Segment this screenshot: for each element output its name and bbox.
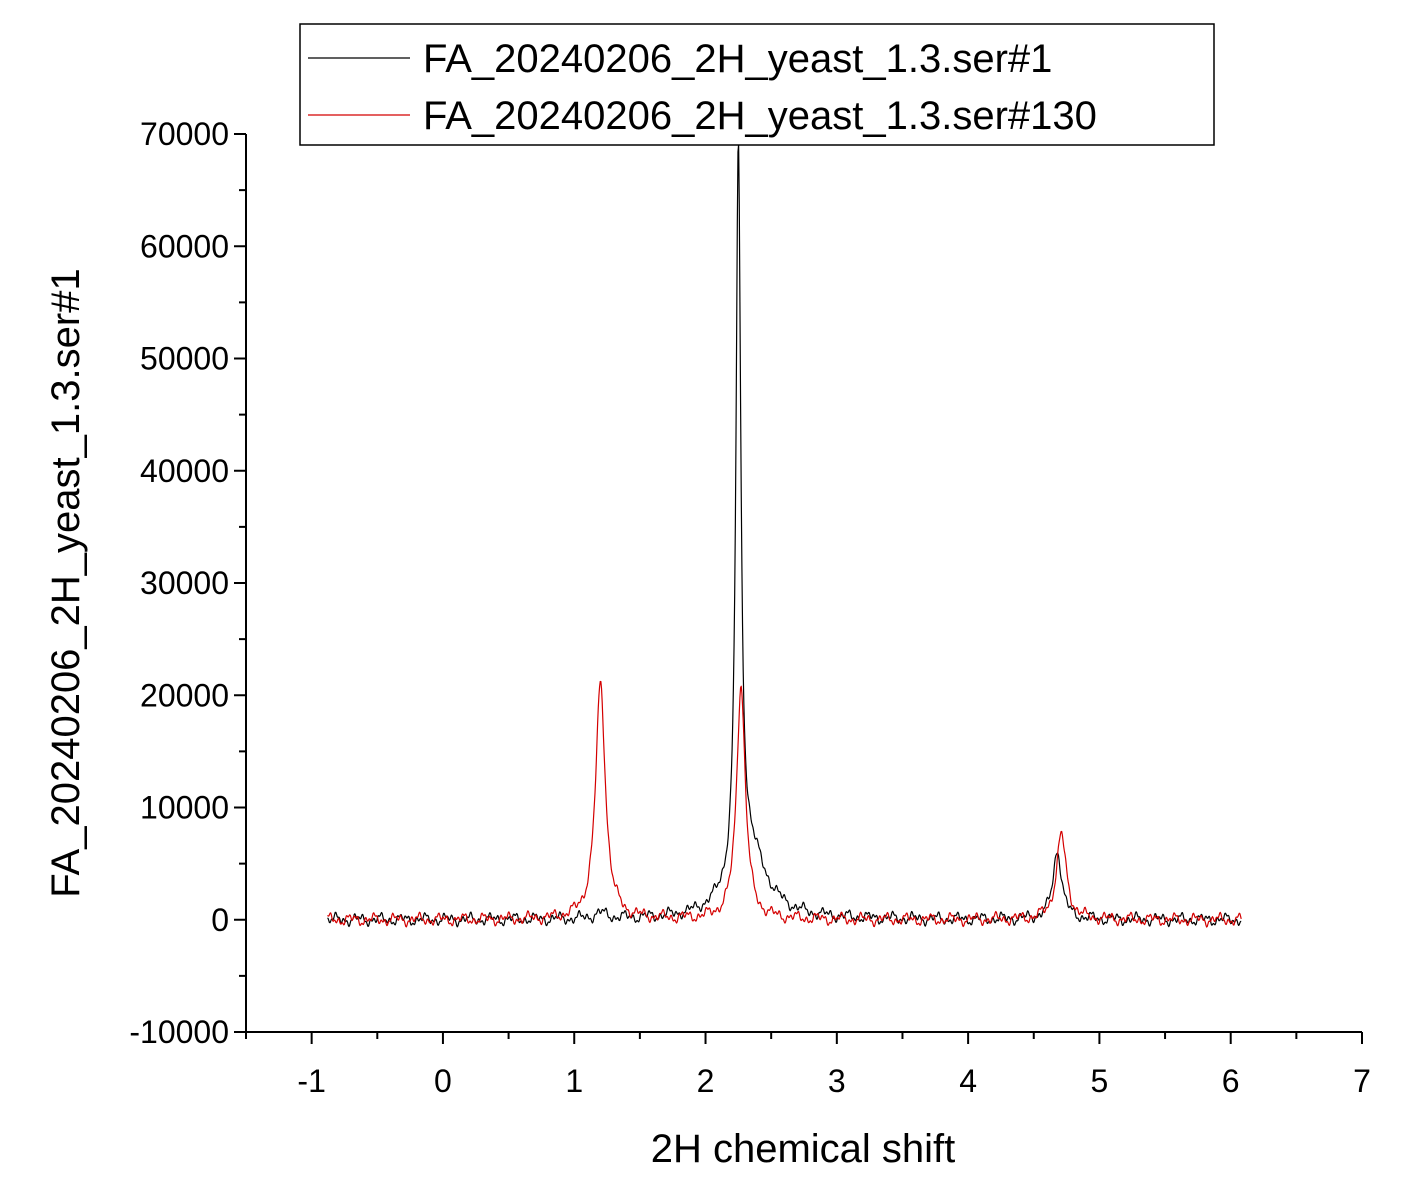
x-tick-label-0: -1: [297, 1063, 325, 1099]
y-tick-label-4: 30000: [140, 565, 229, 601]
y-tick-label-1: 0: [211, 902, 229, 938]
x-tick-label-3: 2: [697, 1063, 715, 1099]
x-tick-label-7: 6: [1222, 1063, 1240, 1099]
x-tick-label-6: 5: [1091, 1063, 1109, 1099]
legend-box: [299, 23, 1215, 146]
series-line-2: [327, 680, 1242, 928]
x-tick-label-5: 4: [959, 1063, 977, 1099]
y-tick-label-0: -10000: [129, 1014, 229, 1050]
legend: FA_20240206_2H_yeast_1.3.ser#1 FA_202402…: [299, 23, 1215, 146]
x-tick-label-2: 1: [565, 1063, 583, 1099]
series-line-1: [327, 143, 1242, 928]
x-tick-label-8: 7: [1353, 1063, 1371, 1099]
y-tick-label-3: 20000: [140, 677, 229, 713]
y-tick-label-7: 60000: [140, 228, 229, 264]
y-tick-label-2: 10000: [140, 790, 229, 826]
y-axis-title: FA_20240206_2H_yeast_1.3.ser#1: [44, 268, 88, 897]
y-tick-label-8: 70000: [140, 116, 229, 152]
axes: -1 0 1 2 3 4 5 6 7 -10000 0 10000 20000 30000 40000 500…: [129, 116, 1371, 1099]
y-tick-label-6: 50000: [140, 341, 229, 377]
x-tick-label-1: 0: [434, 1063, 452, 1099]
legend-label-series-2: FA_20240206_2H_yeast_1.3.ser#130: [423, 94, 1097, 138]
legend-label-series-1: FA_20240206_2H_yeast_1.3.ser#1: [423, 37, 1052, 81]
y-tick-label-5: 40000: [140, 453, 229, 489]
series-layer: [327, 143, 1242, 928]
x-tick-label-4: 3: [828, 1063, 846, 1099]
x-axis-title: 2H chemical shift: [651, 1127, 956, 1171]
